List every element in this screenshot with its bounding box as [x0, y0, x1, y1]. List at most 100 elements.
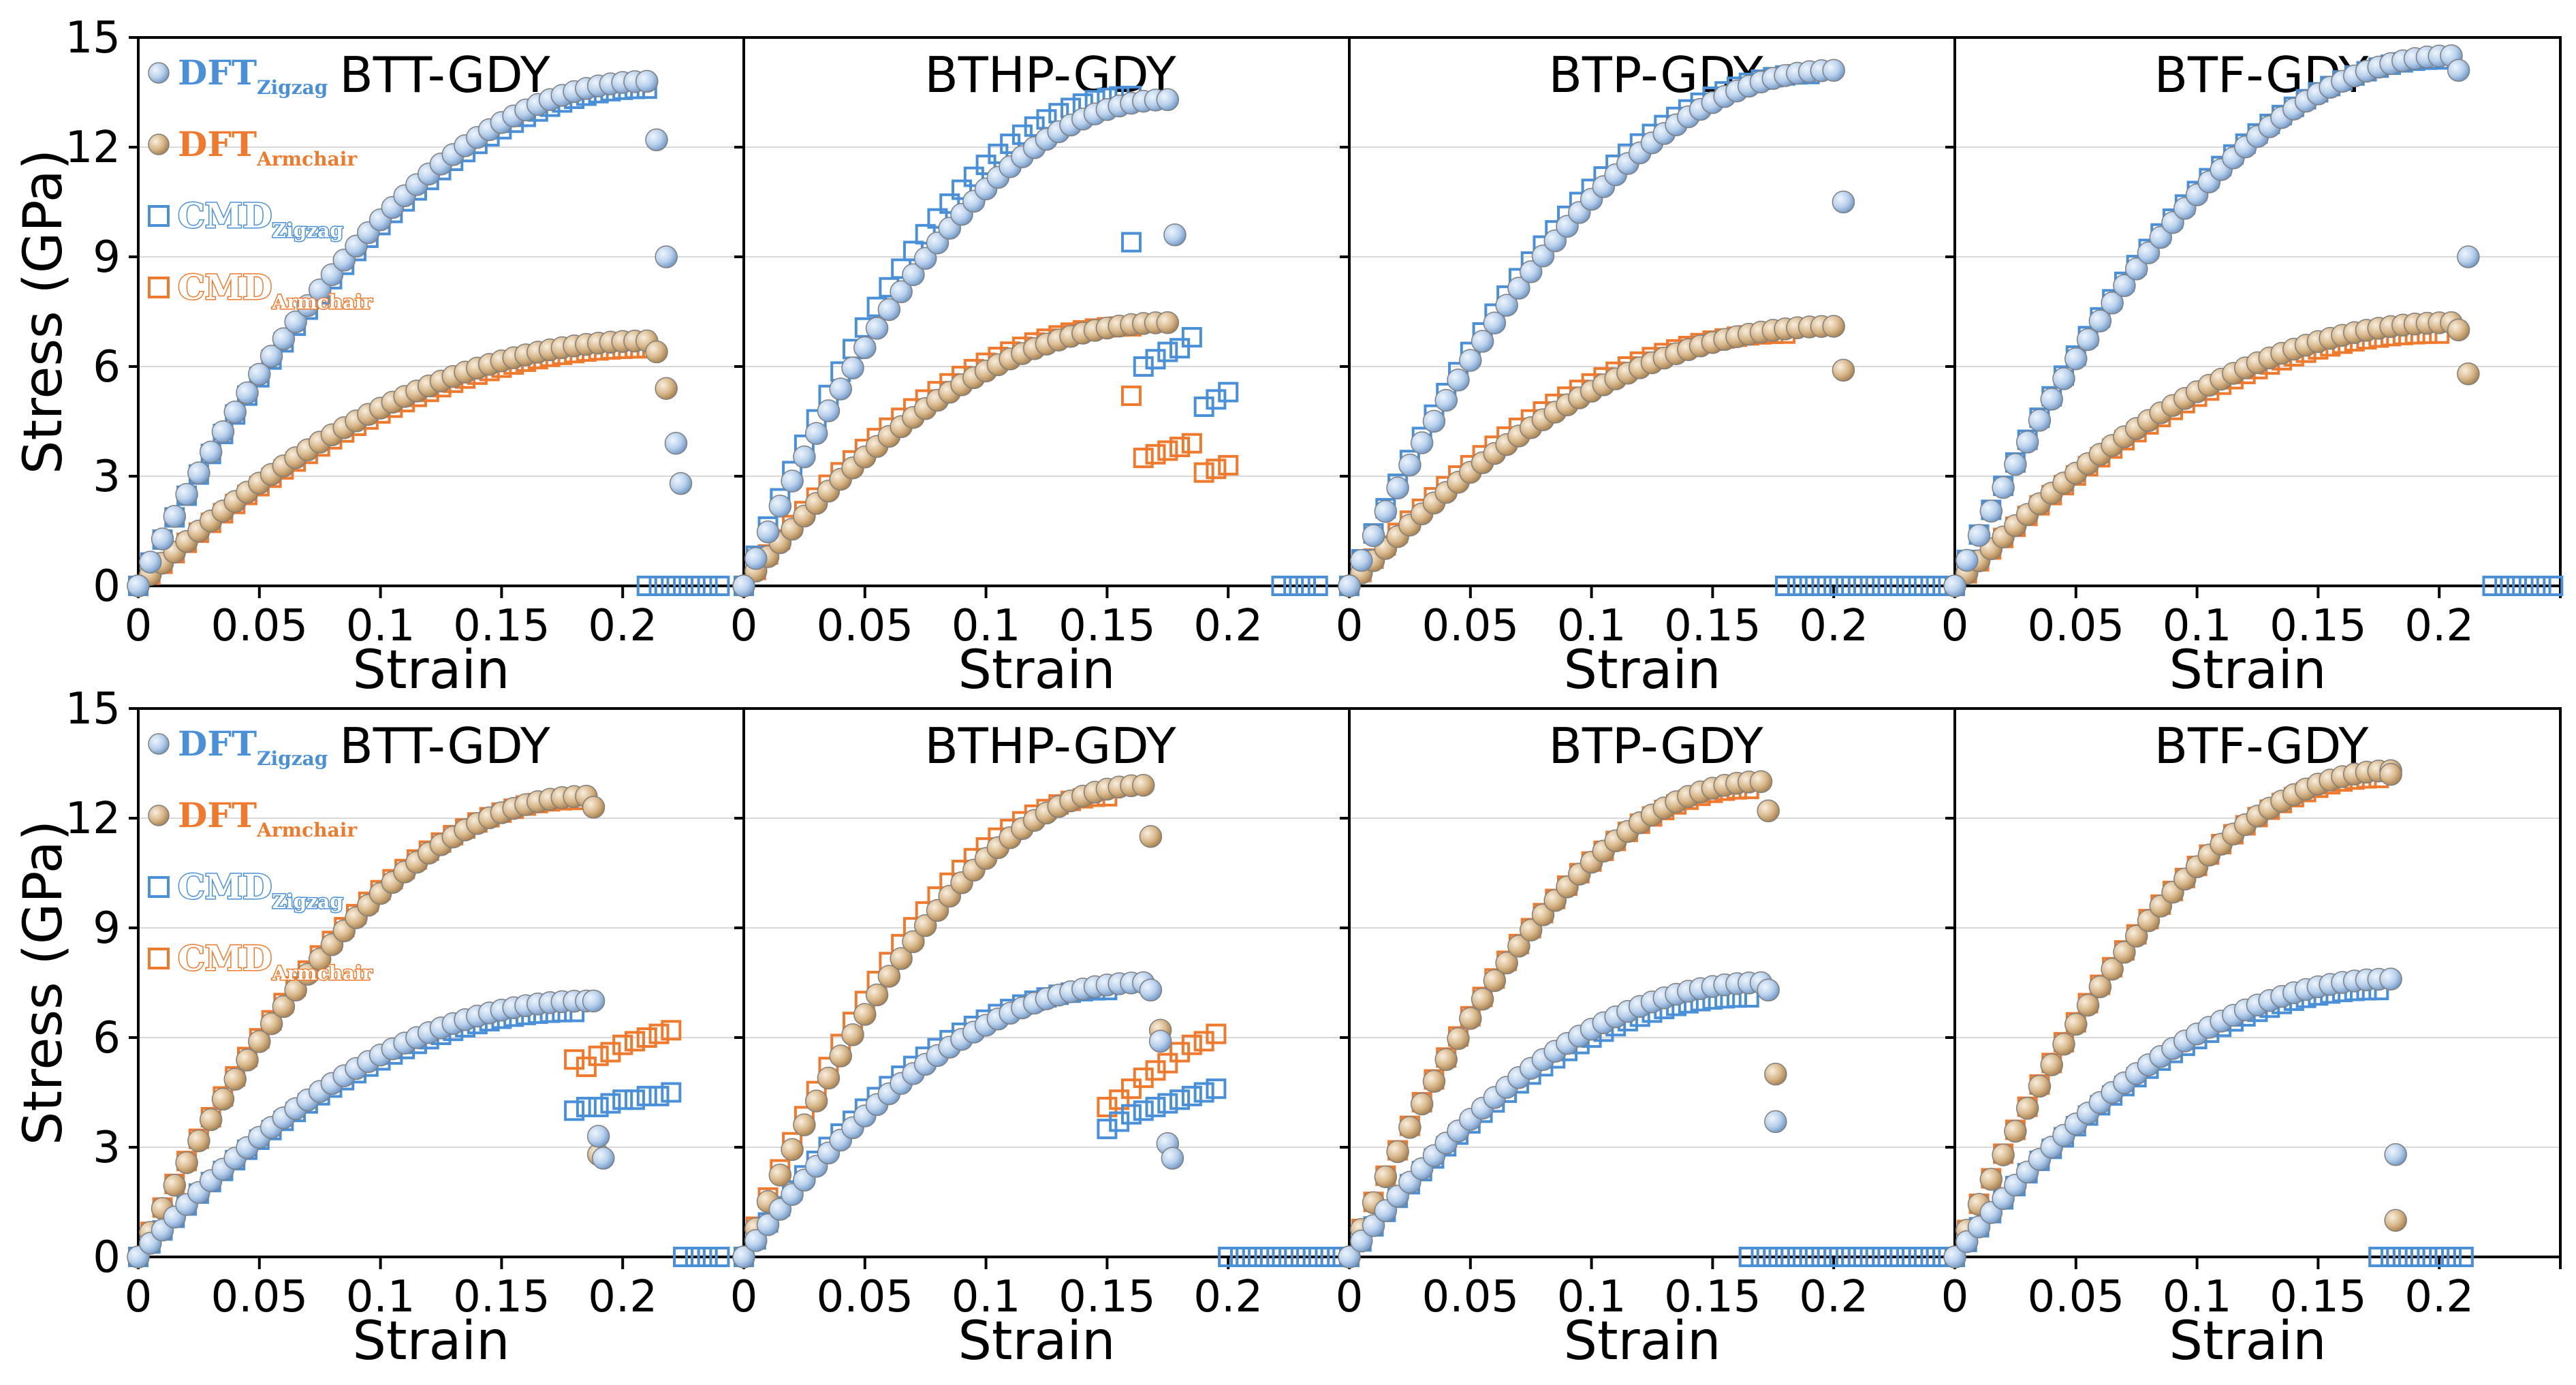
legend-marker-cmd-zigzag — [148, 205, 170, 227]
x-axis-title: Strain — [1563, 1311, 1721, 1372]
cmd-zigzag-point — [1811, 1247, 1832, 1267]
cmd-zigzag-point — [1133, 1100, 1154, 1121]
cmd-zigzag-point — [1193, 396, 1214, 418]
legend-label-dft-armchair: DFTArmchair — [178, 795, 358, 841]
dft-armchair-point — [1156, 311, 1180, 334]
x-tick-label: 0.15 — [453, 601, 550, 651]
dft-armchair-point — [2015, 1097, 2039, 1120]
dft-zigzag-point — [1161, 1147, 1184, 1170]
x-tick-label: 0.1 — [952, 1272, 1021, 1322]
dft-zigzag-point — [586, 1125, 610, 1148]
cmd-zigzag-point — [1859, 1247, 1881, 1267]
dft-armchair-point — [890, 947, 913, 970]
dft-armchair-point — [1422, 1070, 1446, 1093]
dft-zigzag-point — [841, 356, 864, 379]
cmd-zigzag-point — [661, 576, 682, 596]
dft-armchair-point — [1764, 1062, 1787, 1086]
dft-zigzag-point — [1386, 476, 1409, 499]
cmd-zigzag-point — [2368, 1247, 2389, 1267]
dft-armchair-point — [187, 1129, 210, 1153]
x-tick-label: 0.05 — [817, 601, 914, 651]
plot-frame — [1953, 36, 2562, 587]
dft-zigzag-point — [2040, 388, 2063, 411]
x-axis-title: Strain — [352, 1311, 509, 1372]
dft-zigzag-point — [1459, 349, 1482, 372]
dft-zigzag-point — [756, 1213, 780, 1236]
cmd-zigzag-point — [636, 1085, 657, 1106]
dft-zigzag-point — [2457, 245, 2480, 268]
dft-armchair-point — [248, 1030, 271, 1053]
dft-zigzag-point — [756, 520, 780, 544]
x-tick-label: 0.1 — [1557, 1272, 1627, 1322]
cmd-zigzag-point — [576, 1096, 597, 1117]
dft-zigzag-point — [817, 399, 841, 422]
dft-zigzag-point — [2004, 453, 2027, 476]
dft-armchair-point — [817, 1066, 841, 1090]
y-tick-label: 9 — [93, 903, 121, 954]
dft-zigzag-point — [308, 278, 332, 302]
cmd-zigzag-point — [1738, 1247, 1759, 1267]
dft-zigzag-point — [1362, 1214, 1385, 1237]
dft-armchair-point — [1131, 773, 1155, 797]
cmd-zigzag-point — [1145, 349, 1166, 370]
dft-zigzag-point — [2101, 292, 2124, 315]
x-tick-label: 0.05 — [817, 1272, 914, 1322]
dft-armchair-point — [2088, 975, 2112, 999]
legend-label-cmd-zigzag: CMDZigzag — [178, 196, 343, 242]
cmd-zigzag-point — [1799, 1247, 1820, 1267]
dft-zigzag-point — [211, 420, 235, 443]
dft-armchair-point — [1434, 1048, 1458, 1072]
panel-title: BTF-GDY — [2154, 717, 2370, 775]
dft-armchair-point — [913, 914, 937, 937]
cmd-zigzag-point — [1920, 1247, 1941, 1267]
cmd-armchair-point — [1193, 1031, 1214, 1052]
dft-zigzag-point — [1822, 59, 1845, 82]
cmd-armchair-point — [612, 1034, 633, 1055]
dft-zigzag-point — [645, 128, 668, 152]
cmd-zigzag-point — [2404, 1247, 2425, 1267]
cmd-zigzag-point — [1750, 1247, 1772, 1267]
dft-zigzag-point — [635, 69, 659, 93]
dft-armchair-point — [1386, 1140, 1409, 1164]
x-tick-label: 0.2 — [588, 1272, 657, 1322]
dft-zigzag-point — [1156, 88, 1180, 111]
x-tick-label: 0.15 — [453, 1272, 550, 1322]
x-tick-label: 0.2 — [2404, 1272, 2474, 1322]
y-tick-label: 0 — [93, 1232, 121, 1283]
cmd-zigzag-point — [1181, 327, 1202, 348]
cmd-zigzag-point — [624, 1089, 645, 1110]
cmd-zigzag-point — [1290, 1247, 1311, 1267]
dft-armchair-point — [199, 1108, 223, 1132]
y-tick-label: 0 — [93, 561, 121, 612]
dft-zigzag-point — [1374, 500, 1398, 523]
dft-zigzag-point — [1471, 330, 1494, 353]
x-tick-label: 0.15 — [2269, 1272, 2367, 1322]
cmd-zigzag-point — [673, 576, 694, 596]
cmd-zigzag-point — [648, 576, 670, 596]
dft-zigzag-point — [744, 547, 768, 570]
legend-label-dft-zigzag: DFTZigzag — [178, 723, 328, 770]
dft-armchair-point — [804, 1089, 828, 1112]
cmd-zigzag-point — [1847, 576, 1868, 596]
dft-armchair-point — [1410, 1092, 1434, 1116]
cmd-zigzag-point — [1229, 1247, 1251, 1267]
dft-armchair-point — [829, 1044, 852, 1068]
dft-zigzag-point — [1955, 548, 1979, 572]
cmd-zigzag-point — [2518, 576, 2539, 596]
cmd-zigzag-point — [1169, 1089, 1191, 1110]
dft-armchair-point — [163, 1174, 187, 1197]
x-axis-title: Strain — [958, 1311, 1115, 1372]
dft-zigzag-point — [1967, 524, 1991, 547]
dft-zigzag-point — [1163, 223, 1187, 247]
dft-zigzag-point — [768, 1198, 792, 1221]
cmd-zigzag-point — [1908, 576, 1929, 596]
x-tick-label: 0.1 — [346, 1272, 415, 1322]
cmd-armchair-point — [576, 1056, 597, 1077]
cmd-zigzag-point — [1242, 1247, 1263, 1267]
dft-armchair-point — [582, 796, 606, 819]
cmd-zigzag-point — [673, 1247, 694, 1267]
dft-zigzag-point — [2052, 367, 2075, 390]
x-tick-label: 0.2 — [2404, 601, 2474, 651]
dft-zigzag-point — [1447, 369, 1470, 392]
